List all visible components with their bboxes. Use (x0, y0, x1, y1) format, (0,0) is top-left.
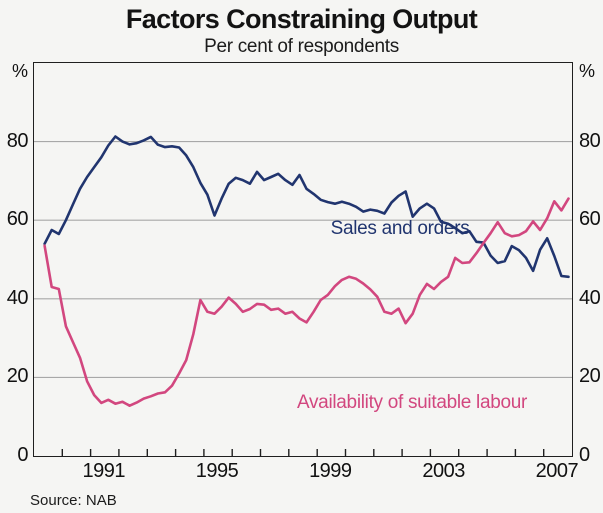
chart-title: Factors Constraining Output (125, 4, 478, 34)
y-tick-label-0-right: 0 (579, 444, 590, 466)
x-tick-label-2003: 2003 (422, 460, 465, 482)
x-tick-label-1991: 1991 (82, 460, 126, 482)
plot-area: Sales and orders Availability of suitabl… (33, 62, 573, 457)
y-tick-label-80-left: 80 (6, 129, 29, 152)
y-tick-label-60-right: 60 (579, 208, 601, 231)
source-note: Source: NAB (30, 492, 117, 509)
y-tick-label-60-left: 60 (6, 208, 29, 231)
y-axis-unit-right: % (579, 61, 596, 81)
y-tick-label-80-right: 80 (579, 129, 601, 152)
x-tick-label-1995: 1995 (195, 460, 239, 482)
y-axis-unit-left: % (11, 61, 28, 81)
y-tick-label-20-right: 20 (579, 365, 601, 388)
x-tick-label-1999: 1999 (309, 460, 352, 482)
y-tick-label-40-right: 40 (579, 286, 601, 309)
chart-subtitle: Per cent of respondents (204, 36, 399, 57)
y-tick-label-20-left: 20 (6, 365, 29, 388)
y-tick-label-0-left: 0 (17, 444, 28, 466)
y-tick-label-40-left: 40 (6, 286, 29, 309)
series-label-availability-of-suitable-labour: Availability of suitable labour (296, 392, 528, 413)
line-chart-svg (34, 135, 572, 456)
series-label-sales-and-orders: Sales and orders (330, 218, 470, 239)
x-tick-label-2007: 2007 (535, 460, 579, 482)
